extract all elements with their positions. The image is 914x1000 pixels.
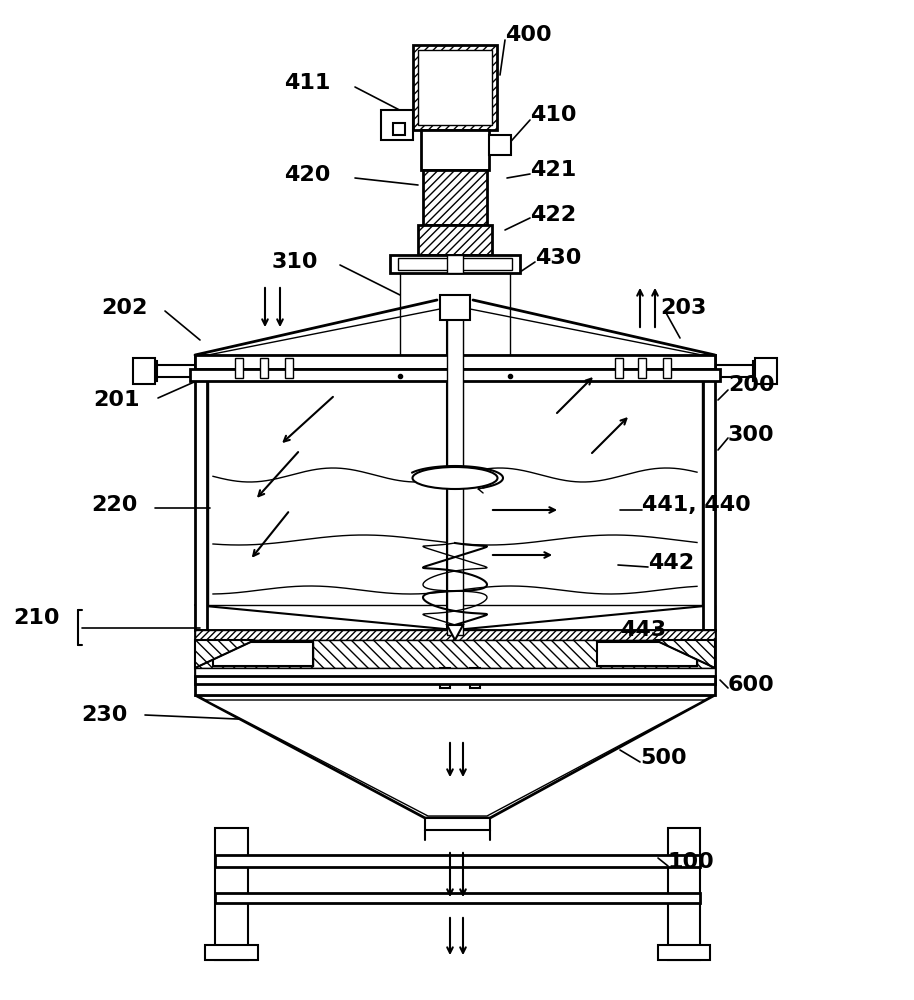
Text: 202: 202 [101, 298, 148, 318]
Text: 201: 201 [93, 390, 140, 410]
Bar [195, 668, 715, 676]
Bar [440, 295, 470, 320]
Text: 400: 400 [505, 25, 552, 45]
Bar [615, 358, 623, 378]
Bar [418, 50, 492, 125]
Bar [215, 828, 248, 960]
Text: 230: 230 [81, 705, 128, 725]
Text: 443: 443 [620, 620, 666, 640]
Bar [213, 642, 313, 666]
Bar [195, 630, 715, 640]
Bar [195, 355, 715, 369]
Text: 310: 310 [271, 252, 318, 272]
Text: 421: 421 [530, 160, 576, 180]
Text: 200: 200 [728, 375, 775, 395]
Bar [447, 255, 463, 273]
Bar [235, 358, 243, 378]
Text: 430: 430 [535, 248, 581, 268]
Bar [755, 358, 777, 384]
Bar [447, 300, 463, 635]
Bar [663, 358, 671, 378]
Polygon shape [418, 225, 492, 255]
Bar [381, 110, 413, 140]
Text: 420: 420 [283, 165, 330, 185]
Bar [215, 893, 700, 903]
Bar [285, 358, 293, 378]
Text: 500: 500 [640, 748, 686, 768]
Bar [195, 630, 715, 695]
Bar [393, 123, 405, 135]
Text: 422: 422 [530, 205, 576, 225]
Bar [208, 355, 702, 630]
Bar [425, 818, 490, 830]
Bar [597, 642, 697, 666]
Bar [753, 361, 767, 381]
Bar [390, 255, 520, 273]
Ellipse shape [412, 467, 497, 489]
Bar [421, 130, 489, 170]
Bar [703, 355, 715, 630]
Text: 203: 203 [660, 298, 707, 318]
Polygon shape [195, 605, 715, 630]
Bar [489, 135, 511, 155]
Polygon shape [195, 695, 715, 818]
Text: 410: 410 [530, 105, 577, 125]
Text: 411: 411 [283, 73, 330, 93]
Polygon shape [423, 170, 487, 225]
Text: 441, 440: 441, 440 [642, 495, 750, 515]
Bar [143, 361, 157, 381]
Text: 300: 300 [728, 425, 775, 445]
Bar [195, 355, 207, 630]
Text: 100: 100 [668, 852, 715, 872]
Text: 600: 600 [728, 675, 775, 695]
Polygon shape [205, 700, 705, 816]
Polygon shape [195, 640, 255, 668]
Text: 210: 210 [14, 608, 60, 628]
Text: 442: 442 [648, 553, 694, 573]
Text: 220: 220 [91, 495, 138, 515]
Bar [413, 45, 497, 130]
Bar [638, 358, 646, 378]
Bar [658, 945, 710, 960]
Bar [195, 676, 715, 684]
Bar [215, 855, 700, 867]
Bar [195, 640, 715, 668]
Bar [470, 668, 480, 688]
Bar [213, 642, 313, 666]
Bar [597, 642, 697, 666]
Polygon shape [655, 640, 715, 668]
Bar [668, 828, 700, 960]
Bar [205, 945, 258, 960]
Polygon shape [447, 625, 463, 640]
Bar [190, 369, 720, 381]
Bar [260, 358, 268, 378]
Bar [440, 668, 450, 688]
Bar [398, 258, 512, 270]
Bar [133, 358, 155, 384]
